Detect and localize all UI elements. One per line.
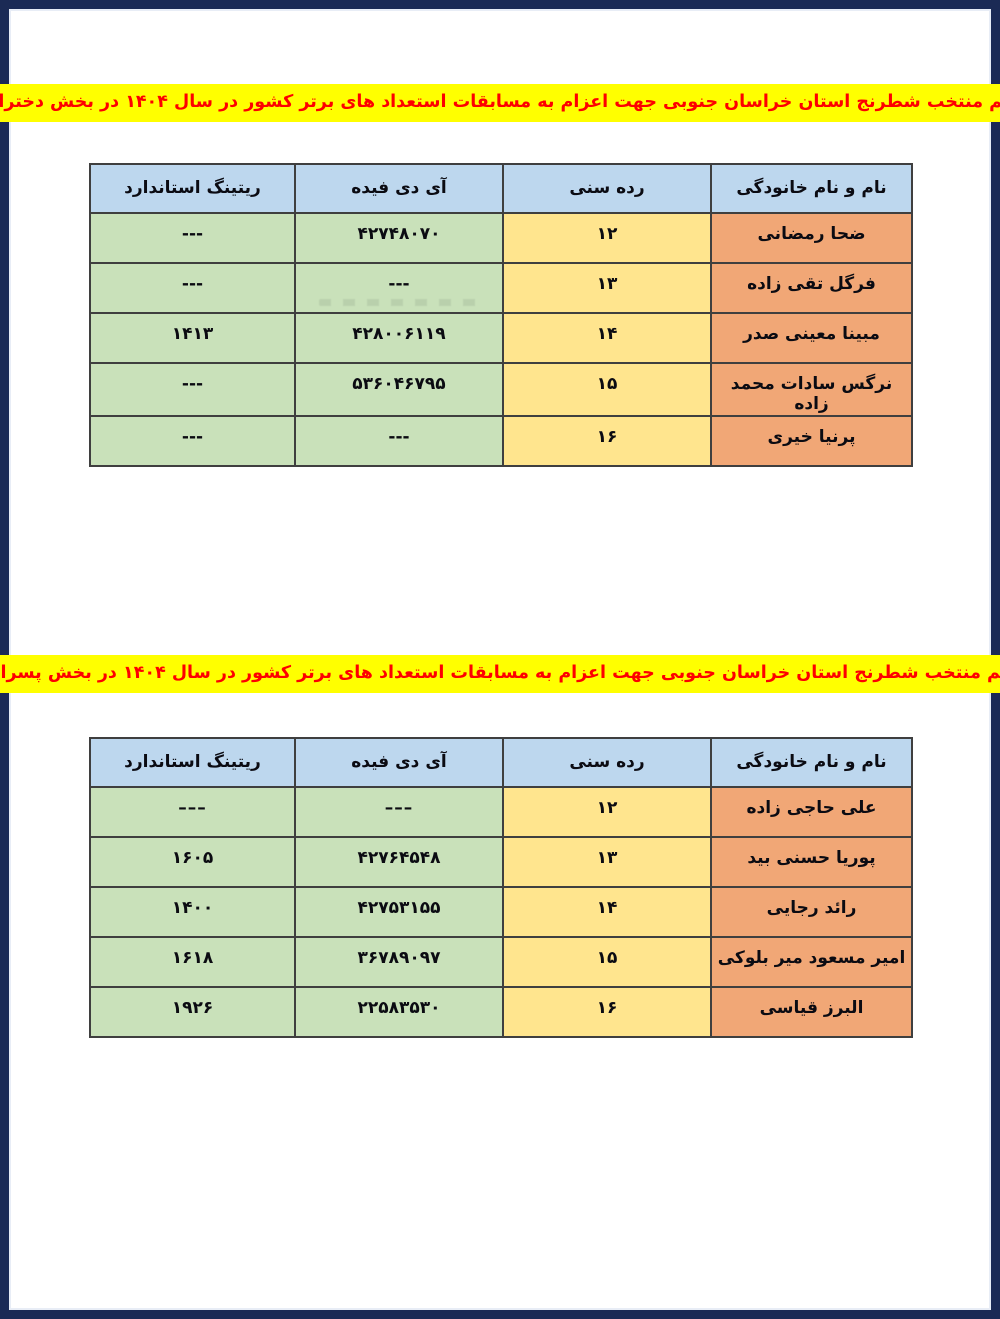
cell-rating: ---: [89, 212, 296, 264]
cell-rating: ۱۶۰۵: [89, 836, 296, 888]
cell-fide-id: ۴۲۷۴۸۰۷۰: [294, 212, 504, 264]
cell-fide-id: ۵۳۶۰۴۶۷۹۵: [294, 362, 504, 417]
cell-rating: ۱۶۱۸: [89, 936, 296, 988]
table-row: ضحا رمضانی ۱۲ ۴۲۷۴۸۰۷۰ ---: [89, 212, 913, 264]
cell-age: ۱۳: [502, 262, 712, 314]
cell-rating: ۱۴۰۰: [89, 886, 296, 938]
cell-fide-id: ۴۲۷۵۳۱۵۵: [294, 886, 504, 938]
cell-age: ۱۶: [502, 415, 712, 467]
cell-name: پوریا حسنی بید: [710, 836, 913, 888]
cell-rating: ---: [89, 415, 296, 467]
cell-name: پرنیا خیری: [710, 415, 913, 467]
col-header-rating: ریتینگ استاندارد: [89, 163, 296, 214]
cell-fide-id: ۲۲۵۸۳۵۳۰: [294, 986, 504, 1038]
cell-fide-id: ۴۲۷۶۴۵۴۸: [294, 836, 504, 888]
col-header-fide: آی دی فیده: [294, 163, 504, 214]
cell-fide-id: ---: [294, 262, 504, 314]
boys-team-table: نام و نام خانودگی رده سنی آی دی فیده ریت…: [89, 737, 913, 1038]
boys-section-title: تیم منتخب شطرنج استان خراسان جنوبی جهت ا…: [0, 655, 1000, 693]
cell-age: ۱۳: [502, 836, 712, 888]
cell-age: ۱۴: [502, 312, 712, 364]
cell-fide-id: ۳۶۷۸۹۰۹۷: [294, 936, 504, 988]
cell-name: فرگل تقی زاده: [710, 262, 913, 314]
col-header-fide: آی دی فیده: [294, 737, 504, 788]
cell-fide-id-text: ---: [388, 274, 410, 294]
cell-name: امیر مسعود میر بلوکی: [710, 936, 913, 988]
cell-age: ۱۲: [502, 212, 712, 264]
cell-age: ۱۵: [502, 362, 712, 417]
cell-name: البرز قیاسی: [710, 986, 913, 1038]
col-header-age: رده سنی: [502, 737, 712, 788]
table-row: پوریا حسنی بید ۱۳ ۴۲۷۶۴۵۴۸ ۱۶۰۵: [89, 836, 913, 888]
table-row: امیر مسعود میر بلوکی ۱۵ ۳۶۷۸۹۰۹۷ ۱۶۱۸: [89, 936, 913, 988]
col-header-name: نام و نام خانودگی: [710, 737, 913, 788]
table-row: پرنیا خیری ۱۶ --- ---: [89, 415, 913, 467]
cell-rating: ---: [89, 262, 296, 314]
col-header-name: نام و نام خانودگی: [710, 163, 913, 214]
cell-age: ۱۲: [502, 786, 712, 838]
cell-rating: –––: [89, 786, 296, 838]
table-row: مبینا معینی صدر ۱۴ ۴۲۸۰۰۶۱۱۹ ۱۴۱۳: [89, 312, 913, 364]
girls-team-table: نام و نام خانودگی رده سنی آی دی فیده ریت…: [89, 163, 913, 467]
cell-fide-id: ---: [294, 415, 504, 467]
header-row: نام و نام خانودگی رده سنی آی دی فیده ریت…: [89, 737, 913, 788]
cell-name: ضحا رمضانی: [710, 212, 913, 264]
cell-age: ۱۵: [502, 936, 712, 988]
cell-name: مبینا معینی صدر: [710, 312, 913, 364]
cell-fide-id: –––: [294, 786, 504, 838]
table-row: فرگل تقی زاده ۱۳ --- ---: [89, 262, 913, 314]
cell-age: ۱۶: [502, 986, 712, 1038]
cell-rating: ۱۹۲۶: [89, 986, 296, 1038]
cell-fide-id: ۴۲۸۰۰۶۱۱۹: [294, 312, 504, 364]
cell-rating: ۱۴۱۳: [89, 312, 296, 364]
cell-age: ۱۴: [502, 886, 712, 938]
col-header-rating: ریتینگ استاندارد: [89, 737, 296, 788]
header-row: نام و نام خانودگی رده سنی آی دی فیده ریت…: [89, 163, 913, 214]
cell-rating: ---: [89, 362, 296, 417]
table-row: نرگس سادات محمد زاده ۱۵ ۵۳۶۰۴۶۷۹۵ ---: [89, 362, 913, 417]
cell-name: نرگس سادات محمد زاده: [710, 362, 913, 417]
table-row: البرز قیاسی ۱۶ ۲۲۵۸۳۵۳۰ ۱۹۲۶: [89, 986, 913, 1038]
col-header-age: رده سنی: [502, 163, 712, 214]
cell-name: رائد رجایی: [710, 886, 913, 938]
girls-section-title: تیم منتخب شطرنج استان خراسان جنوبی جهت ا…: [0, 84, 1000, 122]
table-row: علی حاجی زاده ۱۲ ––– –––: [89, 786, 913, 838]
cell-name: علی حاجی زاده: [710, 786, 913, 838]
table-row: رائد رجایی ۱۴ ۴۲۷۵۳۱۵۵ ۱۴۰۰: [89, 886, 913, 938]
erased-text-remnant: [319, 299, 479, 306]
